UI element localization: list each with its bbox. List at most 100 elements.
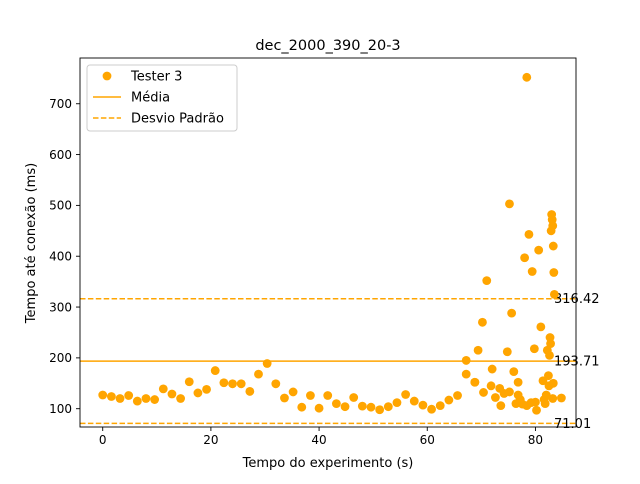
data-point xyxy=(507,308,517,318)
data-point xyxy=(280,393,289,403)
data-point xyxy=(375,405,385,415)
data-point xyxy=(331,399,341,409)
reference-label-std-lower: 71.01 xyxy=(554,417,591,432)
x-tick-label: 40 xyxy=(311,433,326,447)
data-point xyxy=(357,401,367,411)
data-point xyxy=(297,402,307,412)
y-tick-label: 100 xyxy=(49,402,72,416)
legend: Tester 3 Média Desvio Padrão xyxy=(86,64,238,132)
data-point xyxy=(549,268,559,277)
chart-title: dec_2000_390_20-3 xyxy=(255,38,400,54)
data-point xyxy=(271,379,281,389)
data-point xyxy=(527,267,537,276)
data-point xyxy=(520,253,530,263)
data-point xyxy=(254,369,263,379)
data-point xyxy=(536,322,546,332)
data-point xyxy=(544,371,553,381)
data-point xyxy=(193,388,203,398)
legend-label: Média xyxy=(131,91,170,106)
data-point xyxy=(349,393,359,402)
data-point xyxy=(548,378,558,388)
data-point xyxy=(435,401,445,411)
data-point xyxy=(473,345,483,355)
data-point xyxy=(383,402,393,412)
data-point xyxy=(262,359,272,368)
data-point xyxy=(502,347,512,357)
data-point xyxy=(549,289,559,299)
data-point xyxy=(541,390,551,400)
y-tick-label: 500 xyxy=(49,199,72,213)
data-point xyxy=(228,379,237,389)
data-point xyxy=(556,393,566,403)
data-point xyxy=(202,384,211,394)
x-tick-label: 60 xyxy=(420,433,435,447)
y-tick-label: 700 xyxy=(49,97,72,111)
data-point xyxy=(478,317,487,327)
data-point xyxy=(124,391,134,400)
data-point xyxy=(534,245,544,255)
legend-marker xyxy=(102,71,112,81)
data-point xyxy=(236,379,246,389)
data-point xyxy=(418,400,428,410)
data-point xyxy=(115,394,125,403)
y-tick-label: 200 xyxy=(49,351,72,365)
data-point xyxy=(513,377,523,387)
data-point xyxy=(306,391,315,400)
reference-label-std-upper: 316.42 xyxy=(554,292,600,307)
data-point xyxy=(479,388,488,397)
data-point xyxy=(548,221,558,231)
data-point xyxy=(487,364,497,374)
data-point xyxy=(158,384,168,394)
legend-label: Tester 3 xyxy=(130,70,182,85)
data-point xyxy=(532,405,541,415)
data-point xyxy=(524,229,534,239)
data-point xyxy=(219,378,229,388)
data-point xyxy=(546,339,555,349)
data-point xyxy=(392,398,402,408)
data-point xyxy=(245,387,255,396)
data-point xyxy=(499,389,509,398)
data-point xyxy=(150,395,160,404)
y-tick-label: 600 xyxy=(49,148,72,162)
data-point xyxy=(340,402,350,412)
x-tick-label: 20 xyxy=(203,433,218,447)
data-point xyxy=(176,394,186,403)
data-point xyxy=(141,394,151,403)
y-tick-label: 300 xyxy=(49,300,72,314)
data-point xyxy=(545,350,554,360)
reference-label-mean: 193.71 xyxy=(554,355,600,370)
data-point xyxy=(491,393,500,402)
y-tick-label: 400 xyxy=(49,250,72,264)
plot-area: 193.71 316.42 71.01 xyxy=(80,72,600,432)
data-point xyxy=(486,381,496,391)
data-point xyxy=(98,390,108,400)
data-point xyxy=(505,199,514,209)
data-point xyxy=(522,72,532,82)
plot-frame xyxy=(79,57,577,428)
data-point xyxy=(461,369,471,379)
x-tick-label: 80 xyxy=(528,433,543,447)
data-point xyxy=(444,395,454,405)
data-point xyxy=(427,404,436,414)
data-point xyxy=(461,356,471,365)
data-point xyxy=(132,396,142,406)
data-point xyxy=(496,401,506,411)
data-point xyxy=(401,390,411,399)
data-point xyxy=(548,394,558,403)
data-point xyxy=(210,366,220,375)
data-point xyxy=(518,399,527,409)
x-axis: 0 20 40 60 80 xyxy=(99,427,543,447)
data-point xyxy=(366,402,376,412)
data-point xyxy=(509,367,519,376)
data-point xyxy=(548,241,558,251)
data-point xyxy=(409,396,419,406)
legend-label: Desvio Padrão xyxy=(131,112,224,127)
x-axis-label: Tempo do experimento (s) xyxy=(242,456,414,471)
x-tick-label: 0 xyxy=(99,433,107,447)
y-axis-label: Tempo até conexão (ms) xyxy=(24,163,39,324)
data-point xyxy=(167,389,177,399)
data-point xyxy=(323,391,333,400)
legend-box xyxy=(86,64,238,132)
data-point xyxy=(470,377,480,387)
